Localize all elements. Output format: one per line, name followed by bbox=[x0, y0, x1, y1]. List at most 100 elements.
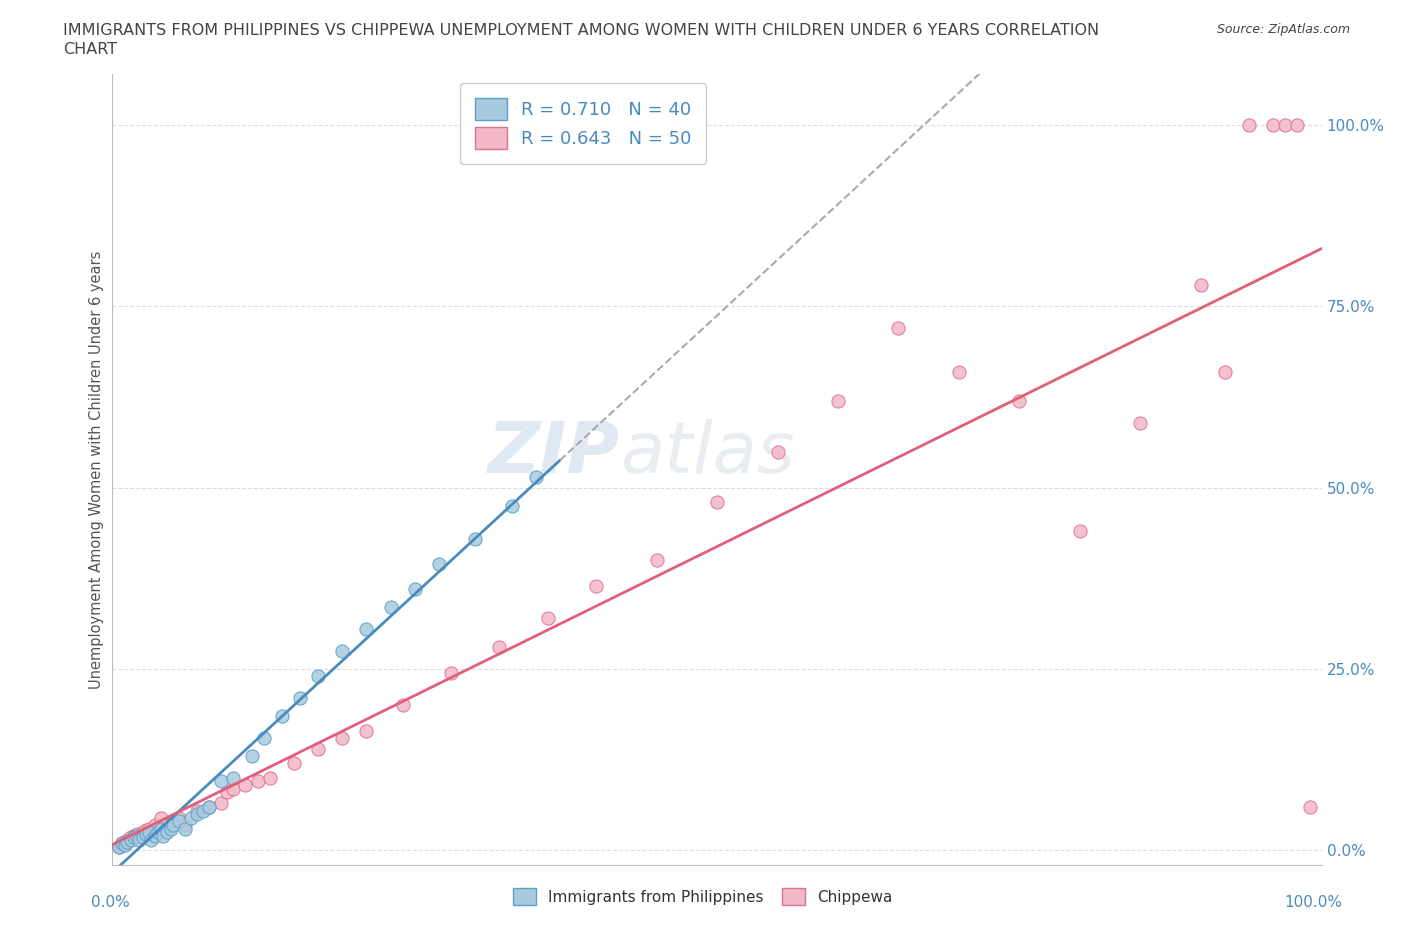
Point bbox=[356, 724, 378, 738]
Point bbox=[159, 821, 181, 836]
Point bbox=[1008, 393, 1031, 408]
Point bbox=[167, 814, 190, 829]
Point bbox=[330, 644, 353, 658]
Legend: R = 0.710   N = 40, R = 0.643   N = 50: R = 0.710 N = 40, R = 0.643 N = 50 bbox=[460, 84, 706, 164]
Point bbox=[427, 556, 450, 571]
Point bbox=[174, 817, 197, 832]
Point bbox=[132, 830, 155, 844]
Point bbox=[115, 832, 138, 847]
Point bbox=[156, 825, 179, 840]
Point bbox=[259, 770, 281, 785]
Text: Source: ZipAtlas.com: Source: ZipAtlas.com bbox=[1216, 23, 1350, 36]
Point bbox=[887, 321, 910, 336]
Point bbox=[107, 840, 129, 855]
Point bbox=[138, 821, 160, 836]
Point bbox=[1274, 118, 1296, 133]
Point bbox=[198, 800, 221, 815]
Point bbox=[114, 834, 136, 849]
Point bbox=[380, 600, 402, 615]
Point bbox=[191, 804, 214, 818]
Point bbox=[240, 749, 263, 764]
Point bbox=[111, 836, 134, 851]
Point bbox=[488, 640, 510, 655]
Point bbox=[120, 832, 142, 847]
Point bbox=[186, 806, 208, 821]
Point bbox=[115, 834, 138, 849]
Point bbox=[186, 804, 208, 818]
Point bbox=[162, 817, 184, 832]
Text: CHART: CHART bbox=[63, 42, 117, 57]
Point bbox=[143, 829, 166, 844]
Point bbox=[114, 837, 136, 852]
Text: 0.0%: 0.0% bbox=[91, 895, 131, 910]
Point bbox=[209, 796, 232, 811]
Point bbox=[120, 830, 142, 844]
Point bbox=[107, 840, 129, 855]
Text: IMMIGRANTS FROM PHILIPPINES VS CHIPPEWA UNEMPLOYMENT AMONG WOMEN WITH CHILDREN U: IMMIGRANTS FROM PHILIPPINES VS CHIPPEWA … bbox=[63, 23, 1099, 38]
Text: ZIP: ZIP bbox=[488, 419, 620, 488]
Point bbox=[128, 829, 150, 844]
Point bbox=[827, 393, 849, 408]
Point bbox=[585, 578, 607, 593]
Point bbox=[270, 709, 292, 724]
Point bbox=[180, 810, 202, 825]
Text: 100.0%: 100.0% bbox=[1285, 895, 1343, 910]
Point bbox=[948, 365, 970, 379]
Point bbox=[537, 611, 560, 626]
Point bbox=[217, 785, 239, 800]
Point bbox=[174, 821, 197, 836]
Point bbox=[464, 531, 486, 546]
Point bbox=[307, 741, 329, 756]
Point bbox=[128, 832, 150, 847]
Point bbox=[222, 770, 245, 785]
Point bbox=[288, 691, 311, 706]
Point bbox=[125, 827, 148, 842]
Point bbox=[1213, 365, 1236, 379]
Point bbox=[706, 495, 728, 510]
Point bbox=[125, 829, 148, 844]
Point bbox=[198, 800, 221, 815]
Point bbox=[283, 756, 305, 771]
Point bbox=[167, 810, 190, 825]
Point bbox=[391, 698, 413, 712]
Point bbox=[156, 817, 179, 832]
Y-axis label: Unemployment Among Women with Children Under 6 years: Unemployment Among Women with Children U… bbox=[89, 250, 104, 689]
Point bbox=[235, 777, 257, 792]
Point bbox=[162, 814, 184, 829]
Point bbox=[356, 622, 378, 637]
Point bbox=[404, 582, 426, 597]
Point bbox=[152, 829, 174, 844]
Point bbox=[253, 731, 276, 746]
Point bbox=[246, 774, 269, 789]
Legend: Immigrants from Philippines, Chippewa: Immigrants from Philippines, Chippewa bbox=[508, 883, 898, 911]
Point bbox=[1263, 118, 1285, 133]
Point bbox=[132, 825, 155, 840]
Point bbox=[645, 552, 668, 567]
Point bbox=[330, 731, 353, 746]
Point bbox=[501, 498, 523, 513]
Point bbox=[135, 823, 157, 838]
Point bbox=[1298, 800, 1320, 815]
Point bbox=[149, 810, 172, 825]
Point bbox=[143, 817, 166, 832]
Point bbox=[1069, 524, 1091, 538]
Point bbox=[1189, 277, 1212, 292]
Point bbox=[209, 774, 232, 789]
Point bbox=[1129, 415, 1152, 430]
Point bbox=[1237, 118, 1260, 133]
Text: atlas: atlas bbox=[620, 419, 794, 488]
Point bbox=[148, 825, 170, 840]
Point bbox=[111, 836, 134, 851]
Point bbox=[1286, 118, 1309, 133]
Point bbox=[138, 825, 160, 840]
Point bbox=[222, 781, 245, 796]
Point bbox=[122, 829, 145, 844]
Point bbox=[135, 827, 157, 842]
Point bbox=[122, 830, 145, 844]
Point bbox=[766, 445, 789, 459]
Point bbox=[524, 470, 547, 485]
Point bbox=[149, 821, 172, 836]
Point bbox=[141, 832, 163, 847]
Point bbox=[440, 665, 463, 680]
Point bbox=[307, 669, 329, 684]
